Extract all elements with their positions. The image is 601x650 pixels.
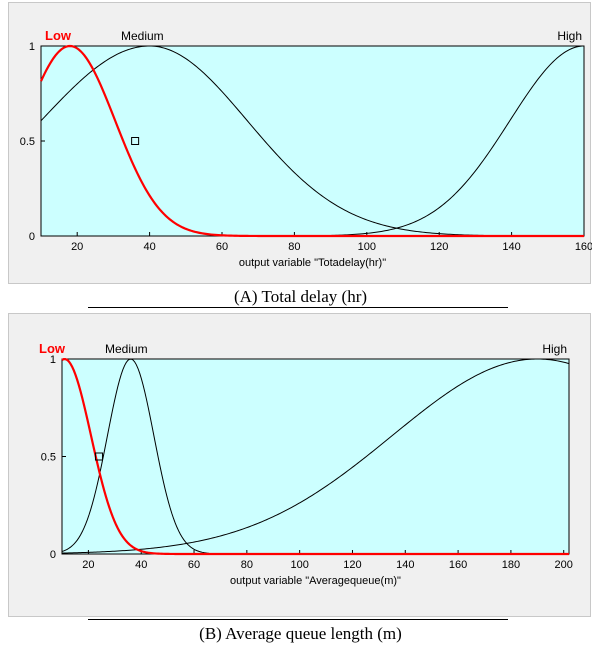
mf-label-high: High (542, 342, 567, 356)
x-tick-label: 180 (502, 559, 520, 571)
mf-label-low: Low (39, 341, 66, 356)
y-tick-label: 0.5 (41, 452, 56, 464)
x-tick-label: 60 (188, 559, 200, 571)
caption-rule (88, 307, 508, 308)
selection-marker (94, 452, 103, 461)
mf-label-high: High (557, 29, 582, 43)
x-tick-label: 160 (449, 559, 467, 571)
x-tick-label: 140 (396, 559, 414, 571)
x-axis-label: output variable "Totadelay(hr)" (239, 257, 386, 269)
y-tick-label: 0 (50, 549, 56, 561)
x-tick-label: 120 (430, 241, 448, 253)
x-tick-label: 200 (555, 559, 573, 571)
x-tick-label: 40 (143, 241, 155, 253)
x-tick-label: 120 (343, 559, 361, 571)
x-tick-label: 80 (241, 559, 253, 571)
y-tick-label: 1 (50, 354, 56, 366)
x-tick-label: 100 (358, 241, 376, 253)
x-tick-label: 80 (288, 241, 300, 253)
x-tick-label: 20 (82, 559, 94, 571)
caption-rule (88, 619, 508, 620)
chart-panel-average-queue: 20 40 60 80 100 120 140 160 180 200 0 0.5 1 output va… (8, 313, 591, 617)
caption-average-queue: (B) Average queue length (m) (199, 624, 402, 643)
x-tick-label: 60 (216, 241, 228, 253)
x-tick-label: 140 (502, 241, 520, 253)
selection-marker (131, 137, 140, 145)
mf-label-low: Low (45, 28, 72, 43)
x-tick-label: 160 (575, 241, 592, 253)
x-tick-label: 100 (290, 559, 308, 571)
x-tick-label: 40 (135, 559, 147, 571)
mf-curve-low (61, 357, 569, 556)
x-axis-label: output variable "Averagequeue(m)" (230, 575, 401, 587)
y-tick-label: 0 (29, 231, 35, 243)
mf-curve-high (61, 358, 570, 554)
y-tick-label: 0.5 (20, 136, 35, 148)
caption-total-delay: (A) Total delay (hr) (233, 287, 368, 306)
mf-label-medium: Medium (105, 342, 148, 356)
y-tick-label: 1 (29, 41, 35, 53)
x-tick-label: 20 (71, 241, 83, 253)
mf-label-medium: Medium (121, 29, 164, 43)
mf-curve-low (40, 44, 584, 238)
plot-area (61, 358, 570, 555)
chart-total-delay: 20 40 60 80 100 120 140 160 0 0.5 1 output variable… (20, 28, 592, 269)
chart-average-queue: 20 40 60 80 100 120 140 160 180 200 0 0.5 1 output va… (39, 341, 573, 587)
chart-panel-total-delay: 20 40 60 80 100 120 140 160 0 0.5 1 output variable… (8, 2, 592, 284)
